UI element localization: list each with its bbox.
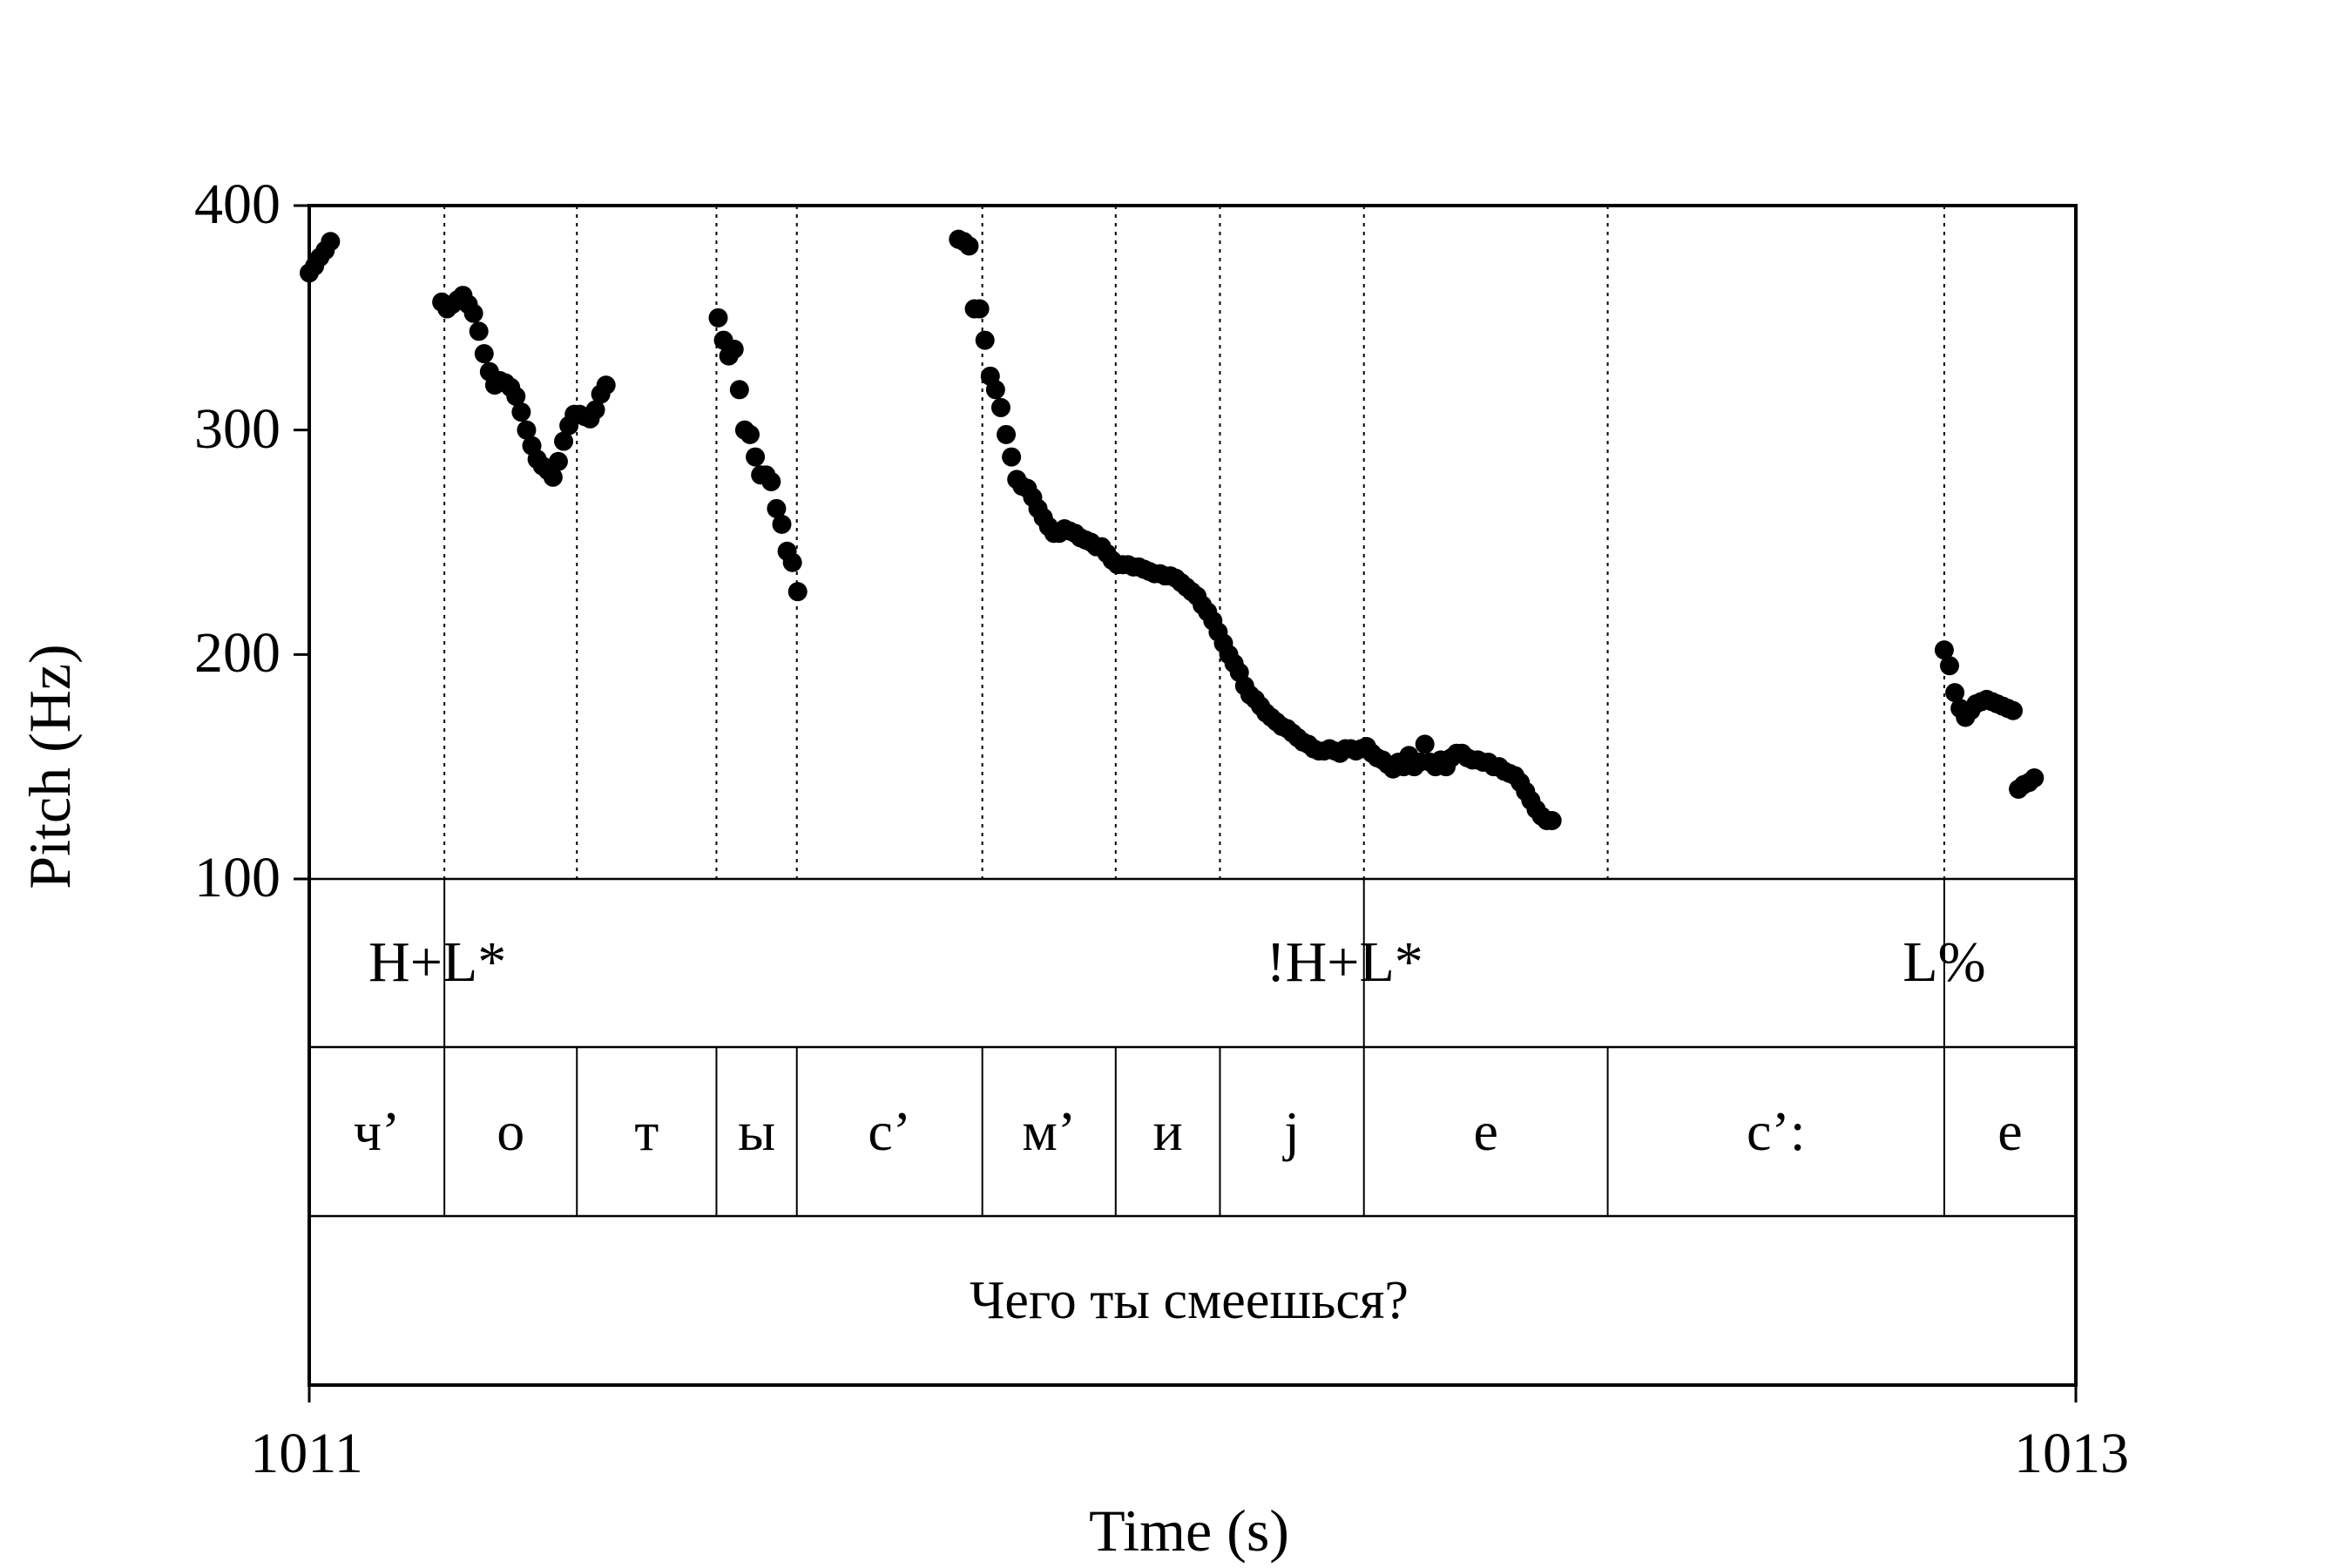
- pitch-point: [1939, 656, 1959, 676]
- pitch-point: [782, 552, 802, 572]
- pitch-point: [585, 400, 605, 420]
- y-axis-label: Pitch (Hz): [17, 644, 83, 889]
- tone-label: !H+L*: [1267, 930, 1423, 994]
- pitch-point: [1415, 734, 1435, 754]
- pitch-point: [548, 451, 568, 471]
- pitch-point: [997, 424, 1017, 444]
- segment-label: е: [1997, 1100, 2022, 1162]
- segment-tier: ч’ о т ы с’ м’ и j е с’: е: [354, 1100, 2023, 1162]
- pitch-point: [746, 447, 766, 467]
- pitch-point: [474, 344, 494, 364]
- y-axis-ticks: 400 300 200 100: [194, 172, 280, 909]
- pitch-point: [708, 308, 728, 328]
- pitch-point: [970, 299, 990, 319]
- pitch-point: [724, 339, 744, 359]
- pitch-point: [554, 431, 574, 451]
- pitch-point: [1542, 811, 1562, 831]
- pitch-point: [959, 236, 979, 256]
- x-tick-label: 1013: [2014, 1422, 2129, 1485]
- segment-label: о: [497, 1100, 524, 1162]
- sentence-label: Чего ты смеешься?: [970, 1271, 1409, 1330]
- segment-label: е: [1473, 1100, 1497, 1162]
- pitch-point: [772, 514, 792, 534]
- pitch-point: [506, 387, 526, 407]
- tone-label: H+L*: [368, 930, 506, 994]
- plot-frame: [308, 204, 2078, 1387]
- pitch-point: [1002, 447, 1022, 467]
- pitch-point: [469, 321, 489, 341]
- pitch-point: [985, 380, 1005, 400]
- segment-label: j: [1282, 1100, 1300, 1162]
- segment-label: м’: [1022, 1100, 1076, 1162]
- pitch-point: [990, 397, 1010, 417]
- segment-label: с’: [868, 1100, 911, 1162]
- pitch-point: [1934, 640, 1954, 660]
- pitch-point: [787, 582, 808, 602]
- y-tick-label: 300: [194, 397, 280, 461]
- tone-tier: H+L* !H+L* L%: [368, 930, 1986, 994]
- segment-label: ы: [738, 1100, 775, 1162]
- pitch-point: [463, 303, 483, 323]
- pitch-point: [517, 420, 537, 440]
- pitch-point: [511, 402, 531, 422]
- y-tick-label: 400: [194, 172, 280, 236]
- segment-label: и: [1152, 1100, 1182, 1162]
- segment-label: т: [634, 1100, 659, 1162]
- pitch-points: [300, 229, 2044, 831]
- pitch-point: [321, 232, 341, 252]
- pitch-point: [1945, 683, 1965, 703]
- pitch-point: [975, 330, 995, 350]
- segment-label: с’:: [1747, 1100, 1806, 1162]
- pitch-point: [596, 375, 616, 395]
- segment-label: ч’: [354, 1100, 401, 1162]
- pitch-point: [729, 380, 749, 400]
- x-tick-label: 1011: [250, 1422, 363, 1485]
- pitch-point: [761, 471, 781, 491]
- tone-label: L%: [1903, 930, 1985, 994]
- pitch-point: [2004, 700, 2024, 720]
- pitch-point: [2024, 768, 2044, 788]
- pitch-point: [767, 498, 787, 518]
- chart-frame: [294, 204, 2078, 1402]
- pitch-point: [543, 467, 563, 487]
- pitch-point: [740, 424, 760, 444]
- y-tick-label: 100: [194, 846, 280, 909]
- boundary-lines: [443, 206, 1945, 879]
- y-tick-label: 200: [194, 621, 280, 685]
- x-axis-label: Time (s): [1089, 1497, 1289, 1564]
